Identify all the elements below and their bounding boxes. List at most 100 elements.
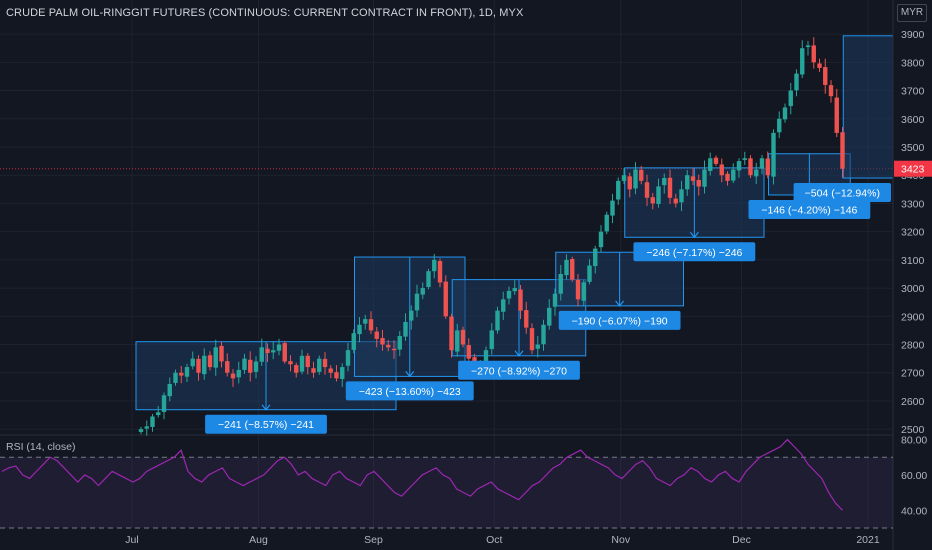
price-tick-label: 3900 xyxy=(901,29,925,41)
time-tick-label: Nov xyxy=(611,534,630,546)
candle-body xyxy=(719,164,724,176)
price-tick-label: 2600 xyxy=(901,396,925,408)
price-axis[interactable]: 2500260027002800290030003100320033003400… xyxy=(892,0,932,550)
candle-body xyxy=(179,372,184,376)
candle-body xyxy=(742,158,747,160)
candle-body xyxy=(725,173,730,181)
candle-body xyxy=(437,260,443,283)
measure-boxes xyxy=(135,35,932,411)
candle-body xyxy=(236,369,241,378)
candle-body xyxy=(351,333,356,350)
price-tick-label: 3000 xyxy=(901,283,925,295)
time-tick-label: Oct xyxy=(486,534,502,546)
candle-body xyxy=(259,347,264,362)
price-tick-label: 3500 xyxy=(901,142,925,154)
candle-body xyxy=(248,359,253,373)
candle-body xyxy=(294,365,299,373)
candle-body xyxy=(495,310,500,331)
candle-body xyxy=(357,324,362,335)
last-price-tag: 3423 xyxy=(901,164,925,176)
candle-body xyxy=(317,358,322,372)
candle-body xyxy=(662,178,667,186)
candle-body xyxy=(627,176,632,190)
candle-body xyxy=(276,344,282,351)
candle-body xyxy=(403,321,408,337)
currency-badge[interactable]: MYR xyxy=(897,4,927,22)
candle-body xyxy=(800,48,805,75)
candle-body xyxy=(213,347,218,368)
price-tick-label: 3300 xyxy=(901,198,925,210)
candle-body xyxy=(564,259,569,276)
candle-body xyxy=(575,279,581,300)
candle-body xyxy=(650,197,655,204)
candle-body xyxy=(610,200,615,216)
candle-body xyxy=(150,416,155,427)
candle-body xyxy=(552,293,558,307)
candle-body xyxy=(570,259,575,280)
measure-label-bg xyxy=(793,183,891,203)
candle-body xyxy=(817,63,822,68)
candle-body xyxy=(305,355,310,368)
candle-body xyxy=(736,161,742,171)
time-tick-label: Aug xyxy=(249,534,268,546)
candle-body xyxy=(667,177,673,198)
candle-body xyxy=(731,169,736,181)
candle-body xyxy=(340,367,345,379)
candle-body xyxy=(811,45,816,63)
candle-body xyxy=(345,350,351,366)
candle-body xyxy=(207,355,213,368)
candle-body xyxy=(604,214,609,232)
rsi-tick-label: 80.00 xyxy=(901,435,927,447)
measure-arrow-head xyxy=(261,404,271,411)
rsi-legend-label: RSI (14, close) xyxy=(6,441,76,453)
candle-body xyxy=(713,157,719,164)
measure-label-bg xyxy=(458,360,580,380)
candle-body xyxy=(621,175,627,181)
candle-body xyxy=(506,290,512,299)
measure-label-bg xyxy=(345,381,474,401)
price-tick-label: 2900 xyxy=(901,311,925,323)
candle-body xyxy=(633,169,638,189)
measure-label: −504 (−12.94%) xyxy=(805,188,880,200)
candle-body xyxy=(616,180,621,200)
measure-label-bg xyxy=(633,242,756,262)
candle-body xyxy=(754,169,759,177)
candle-body xyxy=(690,176,696,181)
candle-body xyxy=(374,331,379,339)
rsi-band-fill xyxy=(0,457,893,528)
measure-label-bg xyxy=(558,310,681,330)
candle-body xyxy=(282,343,287,362)
rsi-tick-label: 60.00 xyxy=(901,470,927,482)
candle-body xyxy=(518,289,523,311)
candle-body xyxy=(639,169,644,181)
candle-body xyxy=(242,358,247,370)
candle-body xyxy=(299,355,305,372)
candle-body xyxy=(167,384,172,397)
candle-body xyxy=(656,186,661,204)
candle-body xyxy=(834,97,839,133)
candle-body xyxy=(524,310,529,328)
price-tick-label: 3600 xyxy=(901,114,925,126)
candlesticks xyxy=(138,37,845,436)
chart-grid xyxy=(0,0,932,528)
candle-body xyxy=(765,158,770,176)
candle-body xyxy=(558,273,563,294)
rsi-pane[interactable]: 80.00 60.00 40.00 xyxy=(0,435,927,529)
candle-body xyxy=(794,73,799,91)
candle-body xyxy=(449,316,454,351)
candle-body xyxy=(489,330,494,350)
price-tick-label: 2500 xyxy=(901,424,925,436)
candle-body xyxy=(759,158,765,169)
measure-labels: −241 (−8.57%) −241 −423 (−13.60%) −423 −27… xyxy=(205,183,891,434)
time-axis[interactable]: Jul Aug Sep Oct Nov Dec 2021 xyxy=(125,534,880,546)
candle-body xyxy=(443,281,448,317)
candle-body xyxy=(512,288,517,292)
candle-body xyxy=(587,265,592,282)
candle-body xyxy=(391,348,397,351)
candle-body xyxy=(777,118,782,133)
measure-arrow-head xyxy=(405,371,415,378)
price-tick-label: 3800 xyxy=(901,57,925,69)
candle-body xyxy=(483,350,489,368)
candle-body xyxy=(322,358,328,368)
